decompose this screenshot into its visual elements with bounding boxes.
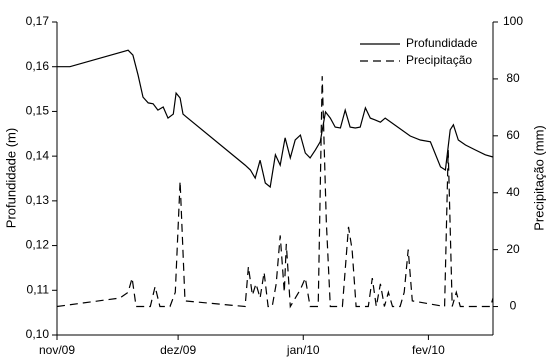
legend-label: Precipitação <box>406 53 472 67</box>
series-line <box>57 49 494 189</box>
y-tick-label: 0,16 <box>26 59 50 73</box>
x-tick-label: jan/10 <box>286 343 320 357</box>
series-line <box>56 76 494 309</box>
y-tick-label: 0,11 <box>27 282 50 296</box>
y2-tick-label: 0 <box>510 299 517 313</box>
y-axis-title: Profundidade (m) <box>3 128 18 228</box>
y-tick-label: 0,15 <box>26 104 50 118</box>
y2-tick-label: 100 <box>503 14 523 28</box>
x-tick-label: nov/09 <box>39 343 75 357</box>
y2-tick-label: 40 <box>506 185 520 199</box>
y2-axis-title: Precipitação (mm) <box>531 125 546 230</box>
y2-tick-label: 80 <box>506 71 520 85</box>
x-tick-label: fev/10 <box>412 343 445 357</box>
y2-tick-label: 60 <box>506 128 520 142</box>
y-tick-label: 0,13 <box>26 193 50 207</box>
y-tick-label: 0,17 <box>26 14 50 28</box>
y-tick-label: 0,14 <box>26 148 50 162</box>
y2-tick-label: 20 <box>506 242 520 256</box>
legend-label: Profundidade <box>406 36 478 50</box>
x-tick-label: dez/09 <box>160 343 196 357</box>
y-tick-label: 0,10 <box>26 327 50 341</box>
y-tick-label: 0,12 <box>26 238 50 252</box>
